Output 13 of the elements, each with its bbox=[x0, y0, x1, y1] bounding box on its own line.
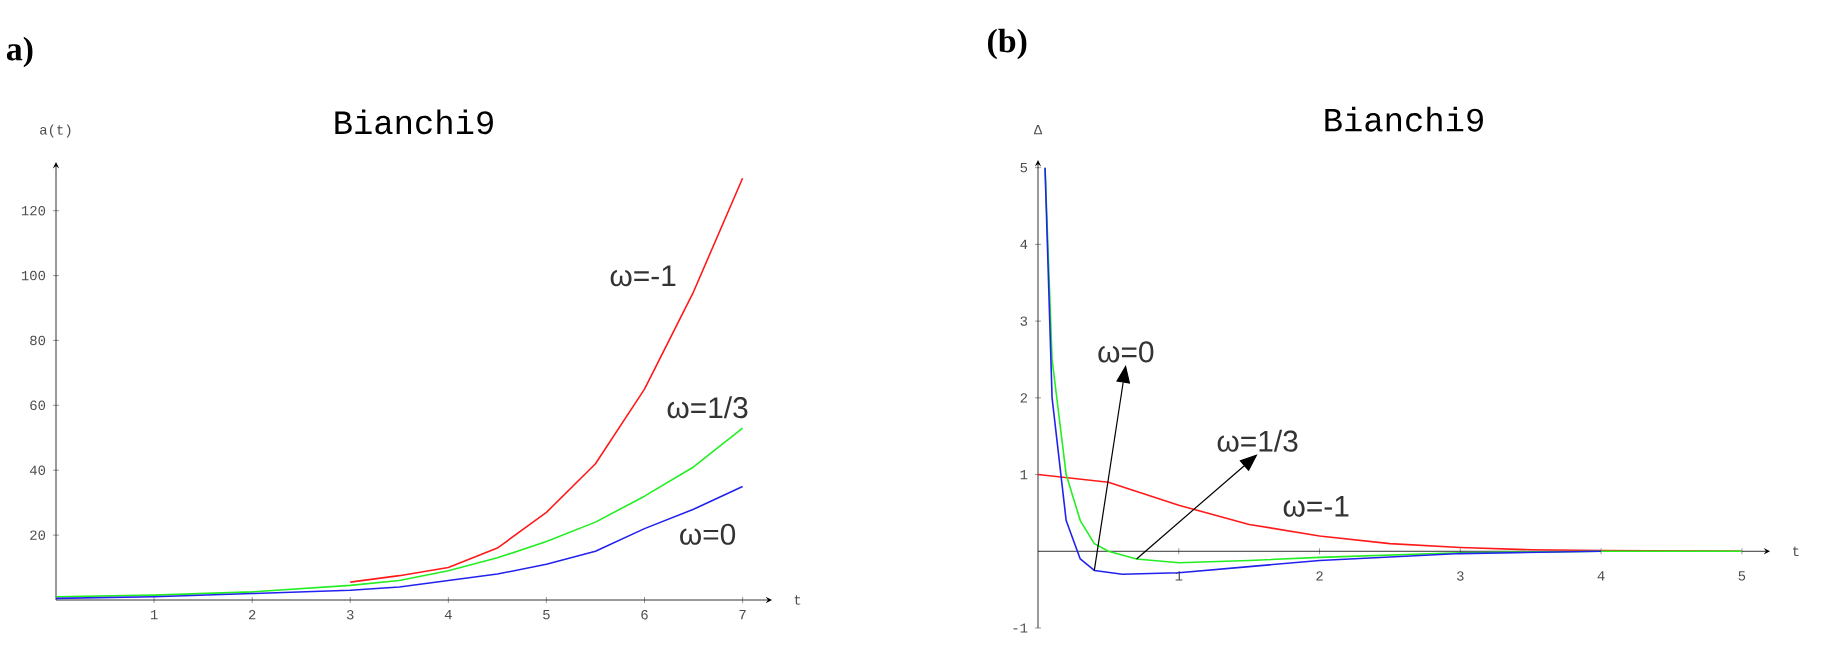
line-series bbox=[55, 427, 744, 598]
annotation: ω=-1 bbox=[1283, 495, 1349, 517]
line-series bbox=[349, 177, 744, 583]
text: (b) bbox=[987, 28, 1027, 60]
chart-title: Bianchi9 bbox=[335, 109, 493, 135]
text: a) bbox=[6, 36, 33, 68]
line-series bbox=[55, 485, 744, 600]
annotation: ω=1/3 bbox=[1217, 429, 1298, 452]
annotation: ω=0 bbox=[680, 523, 736, 545]
annotation: ω=1/3 bbox=[667, 396, 748, 419]
annotation: ω=0 bbox=[1098, 341, 1154, 363]
annotation: ω=-1 bbox=[610, 265, 676, 287]
chart-title: Bianchi9 bbox=[1325, 106, 1483, 132]
